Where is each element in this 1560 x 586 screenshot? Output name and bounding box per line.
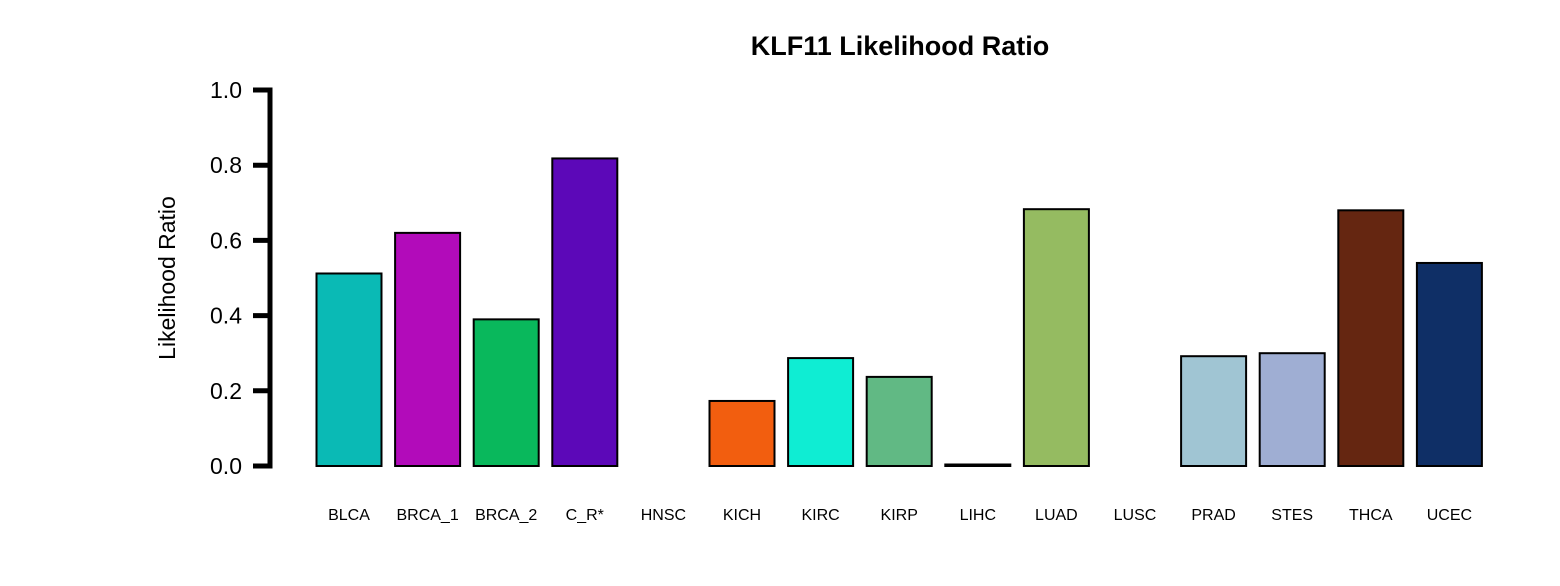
x-tick-label: BRCA_1 [396, 507, 458, 524]
x-tick-label: STES [1271, 507, 1313, 524]
bar-ucec [1415, 261, 1483, 467]
y-tick-label: 1.0 [210, 77, 242, 103]
bar-kich [708, 399, 776, 467]
x-tick-label: HNSC [641, 507, 686, 524]
x-tick-labels: BLCA BRCA_1 BRCA_2 C_R* HNSC KICH KIRC KIRP LIHC… [328, 507, 1472, 524]
x-tick-label: LUSC [1114, 507, 1157, 524]
bar-stes [1258, 352, 1326, 468]
bar-luad [1022, 208, 1090, 468]
y-tick-label: 0.0 [210, 453, 242, 479]
bar-thca [1337, 209, 1405, 467]
bar-brca-2 [472, 318, 540, 467]
x-tick-label: C_R* [566, 507, 604, 524]
bar-brca-1 [394, 231, 462, 467]
bars-group [315, 157, 1483, 468]
bar-lihc [944, 463, 1012, 468]
y-axis-label: Likelihood Ratio [154, 196, 180, 360]
bar-kirp [865, 375, 933, 467]
y-tick-label: 0.8 [210, 152, 242, 178]
y-axis: 0.0 0.2 0.4 0.6 0.8 1.0 [210, 77, 273, 479]
bar-blca [315, 272, 383, 467]
x-tick-label: BLCA [328, 507, 370, 524]
chart-title: KLF11 Likelihood Ratio [751, 31, 1050, 61]
x-tick-label: UCEC [1427, 507, 1472, 524]
x-tick-label: LIHC [960, 507, 996, 524]
y-tick-label: 0.4 [210, 303, 242, 329]
x-tick-label: KIRC [801, 507, 839, 524]
y-tick-label: 0.6 [210, 227, 242, 253]
bar-c-r [551, 157, 619, 467]
bar-kirc [787, 357, 855, 468]
bar-prad [1180, 355, 1248, 468]
x-tick-label: LUAD [1035, 507, 1078, 524]
x-tick-label: KICH [723, 507, 761, 524]
x-tick-label: PRAD [1191, 507, 1235, 524]
x-tick-label: BRCA_2 [475, 507, 537, 524]
x-tick-label: THCA [1349, 507, 1393, 524]
x-tick-label: KIRP [881, 507, 918, 524]
y-tick-label: 0.2 [210, 378, 242, 404]
